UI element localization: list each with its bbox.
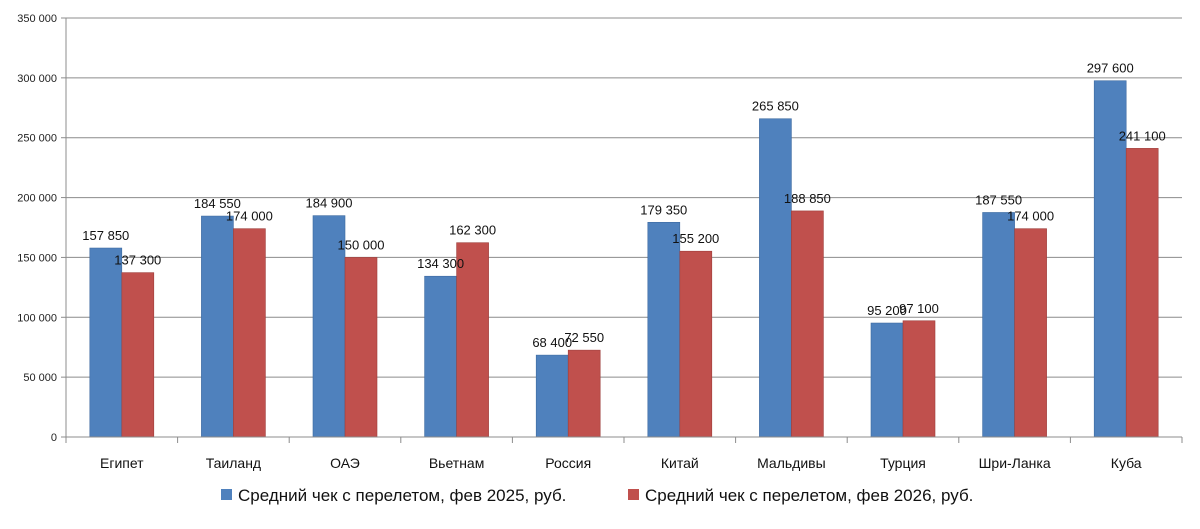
data-label: 188 850 — [784, 191, 831, 206]
category-label: Турция — [880, 455, 926, 471]
bar — [567, 349, 601, 438]
category-label: Куба — [1111, 455, 1142, 471]
bar — [1125, 148, 1159, 438]
data-label: 187 550 — [975, 192, 1022, 207]
category-label: Россия — [545, 455, 591, 471]
data-label: 95 200 — [867, 303, 907, 318]
category-label: Мальдивы — [757, 455, 826, 471]
data-label: 134 300 — [417, 256, 464, 271]
y-tick-label: 250 000 — [17, 133, 57, 145]
data-label: 179 350 — [640, 202, 687, 217]
bar — [89, 247, 123, 438]
bar — [791, 210, 824, 438]
y-tick-label: 0 — [51, 432, 57, 444]
category-label: Вьетнам — [429, 455, 485, 471]
bar — [982, 212, 1015, 438]
legend-swatch — [221, 489, 232, 500]
data-label: 184 550 — [194, 196, 241, 211]
category-labels: Египет Таиланд ОАЭ Вьетнам Россия Китай Мальди… — [100, 455, 1142, 471]
bar — [1093, 80, 1127, 438]
category-label: Таиланд — [206, 455, 261, 471]
data-label: 174 000 — [226, 209, 273, 224]
axes — [61, 17, 1183, 443]
data-label: 184 900 — [306, 196, 353, 211]
bar — [121, 272, 155, 438]
legend-label: Средний чек с перелетом, фев 2025, руб. — [238, 486, 566, 505]
bar — [1014, 228, 1047, 438]
y-tick-label: 50 000 — [23, 372, 57, 384]
bar — [902, 320, 936, 438]
category-label: Шри-Ланка — [979, 455, 1051, 471]
data-label: 297 600 — [1087, 61, 1134, 76]
y-tick-label: 300 000 — [17, 73, 57, 85]
data-label: 174 000 — [1007, 209, 1054, 224]
category-label: ОАЭ — [330, 455, 360, 471]
bar — [344, 257, 378, 438]
legend-swatch — [628, 489, 639, 500]
bar — [456, 242, 489, 438]
category-label: Китай — [661, 455, 699, 471]
data-label: 162 300 — [449, 223, 496, 238]
bar — [759, 118, 792, 438]
bar — [201, 215, 234, 438]
bar — [535, 354, 569, 438]
data-label: 157 850 — [82, 228, 129, 243]
y-tick-label: 100 000 — [17, 312, 57, 324]
legend-label: Средний чек с перелетом, фев 2026, руб. — [645, 486, 973, 505]
data-label: 72 550 — [564, 330, 604, 345]
y-axis-ticks: 0 50 000 100 000 150 000 200 000 250 000 300 0… — [17, 13, 57, 444]
legend: Средний чек с перелетом, фев 2025, руб. С… — [221, 486, 973, 505]
data-label: 97 100 — [899, 301, 939, 316]
category-label: Египет — [100, 455, 144, 471]
y-tick-label: 350 000 — [17, 13, 57, 25]
bar — [233, 228, 266, 438]
bars — [89, 80, 1159, 438]
data-label: 155 200 — [672, 231, 719, 246]
data-label: 265 850 — [752, 99, 799, 114]
y-tick-label: 150 000 — [17, 252, 57, 264]
bar — [424, 275, 457, 438]
data-label: 137 300 — [114, 253, 161, 268]
bar — [870, 322, 904, 438]
data-label: 150 000 — [338, 237, 385, 252]
bar — [647, 221, 681, 438]
data-label: 241 100 — [1119, 128, 1166, 143]
data-label: 68 400 — [532, 335, 572, 350]
y-tick-label: 200 000 — [17, 193, 57, 205]
bar — [679, 250, 713, 438]
